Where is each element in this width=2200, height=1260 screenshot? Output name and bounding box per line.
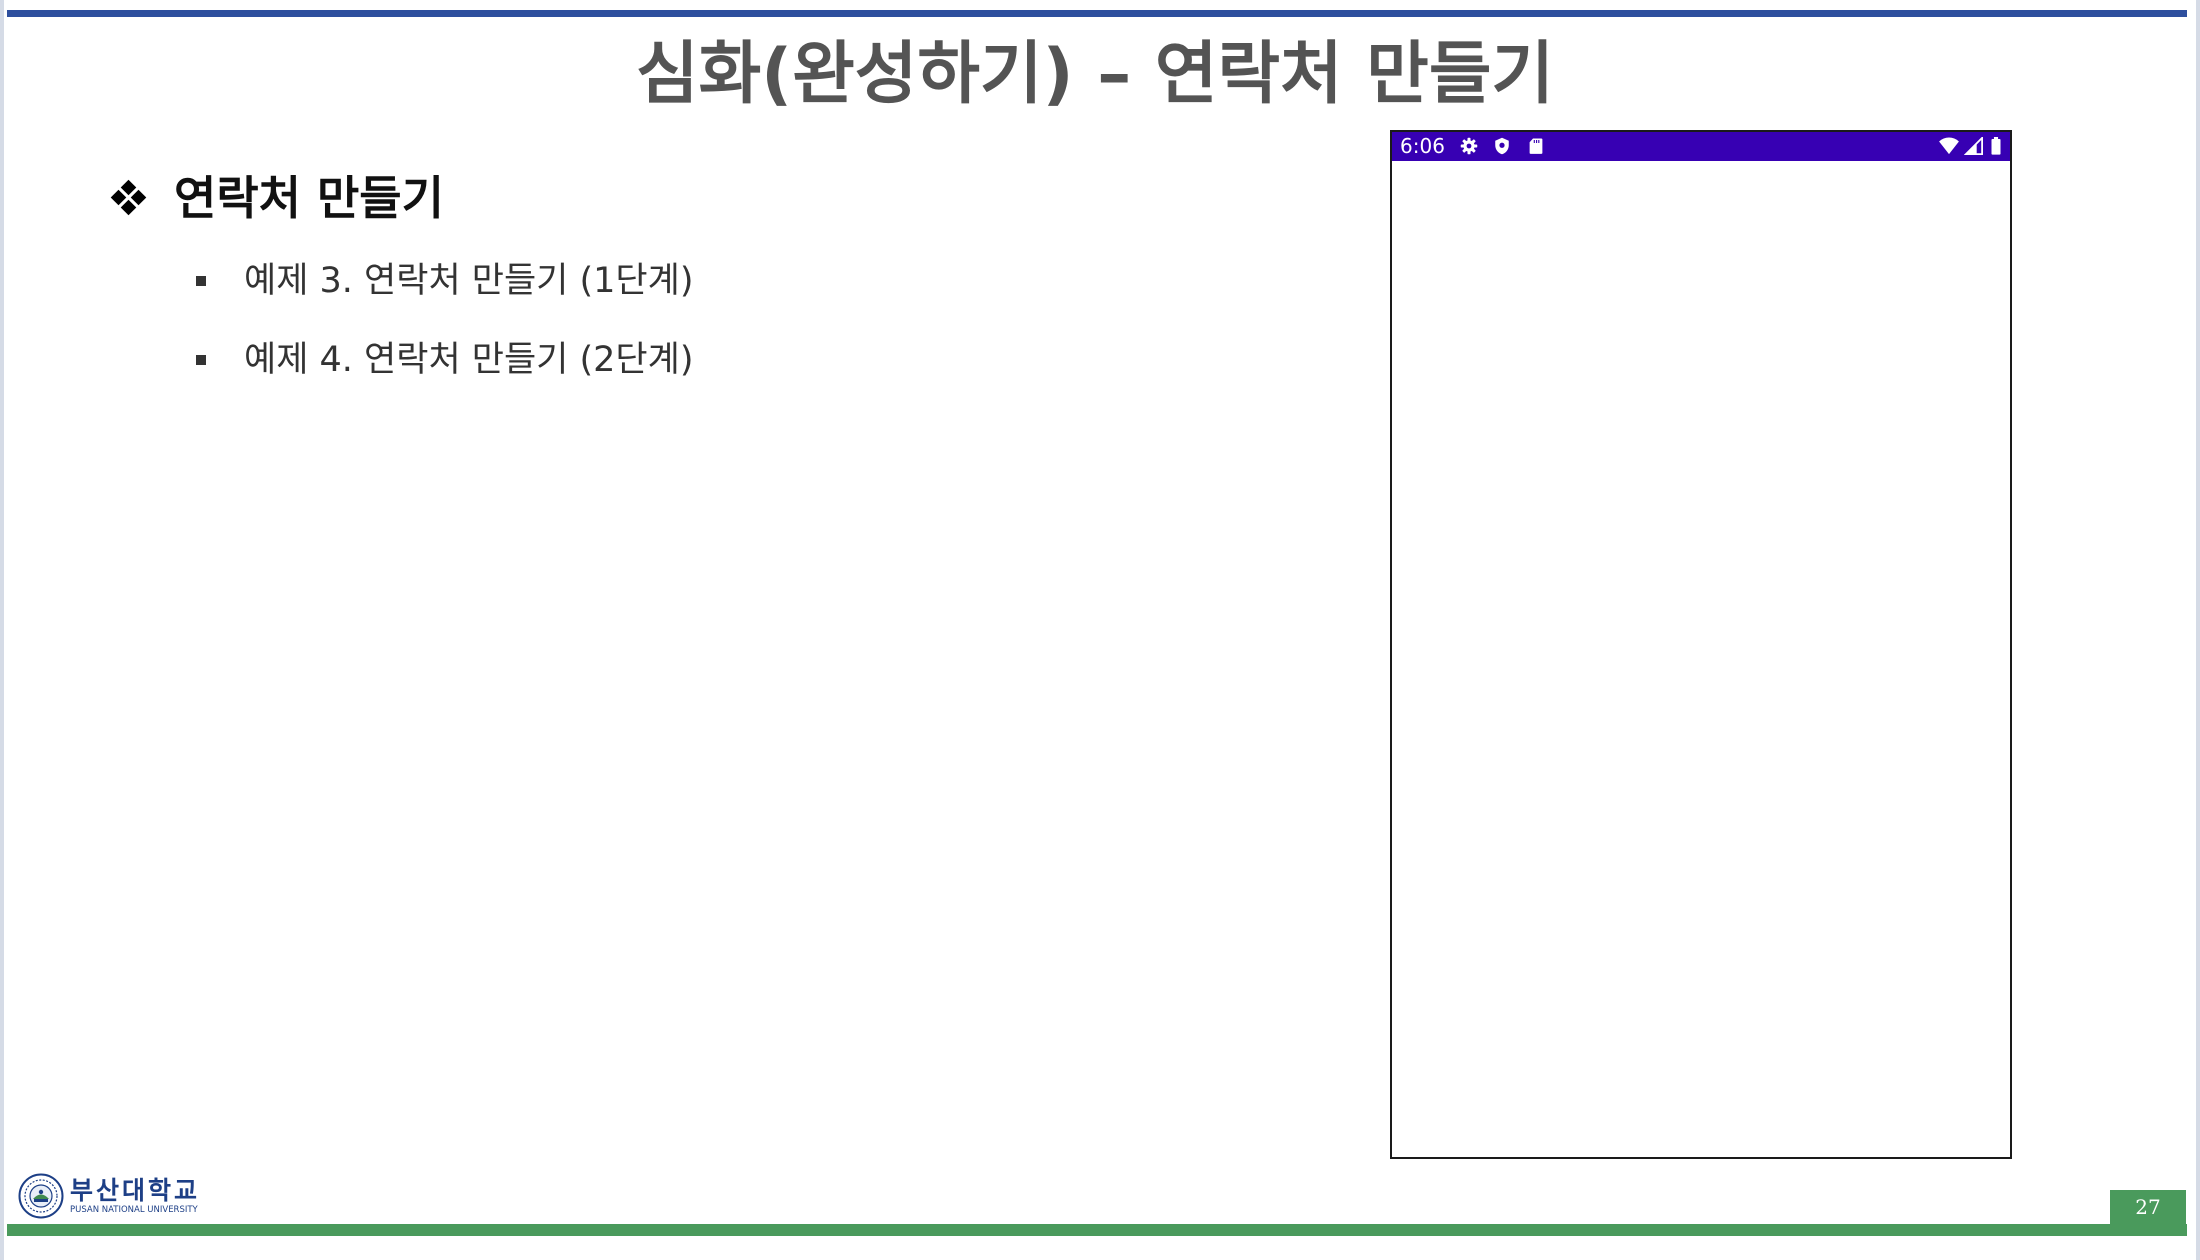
university-seal-icon xyxy=(18,1173,64,1219)
four-diamond-bullet-icon xyxy=(110,179,147,216)
list-item: 예제 3. 연락처 만들기 (1단계) xyxy=(196,250,693,312)
square-bullet-icon xyxy=(196,276,206,286)
wifi-icon xyxy=(1939,137,1959,155)
section-heading-text: 연락처 만들기 xyxy=(174,171,444,225)
top-accent-bar xyxy=(7,10,2187,17)
battery-icon xyxy=(1991,137,2001,155)
bottom-accent-bar xyxy=(7,1224,2187,1236)
square-bullet-icon xyxy=(196,355,206,365)
bullet-list: 예제 3. 연락처 만들기 (1단계) 예제 4. 연락처 만들기 (2단계) xyxy=(196,250,693,408)
page-number-badge: 27 xyxy=(2110,1190,2186,1224)
cell-signal-icon xyxy=(1964,137,1983,155)
logo-name-english: PUSAN NATIONAL UNIVERSITY xyxy=(70,1204,198,1215)
sd-card-icon xyxy=(1529,138,1543,154)
list-item: 예제 4. 연락처 만들기 (2단계) xyxy=(196,329,693,391)
list-item-text: 예제 3. 연락처 만들기 (1단계) xyxy=(244,261,694,301)
status-time: 6:06 xyxy=(1400,134,1445,158)
phone-screen-mockup: 6:06 xyxy=(1390,130,2012,1159)
shield-icon xyxy=(1495,137,1509,155)
slide-title: 심화(완성하기) – 연락처 만들기 xyxy=(636,35,1554,114)
list-item-text: 예제 4. 연락처 만들기 (2단계) xyxy=(244,340,694,380)
logo-name-korean: 부산대학교 xyxy=(70,1175,201,1205)
slide-right-border xyxy=(2196,0,2200,1260)
status-bar: 6:06 xyxy=(1392,132,2010,161)
slide-left-border xyxy=(0,0,4,1260)
university-logo: 부산대학교 PUSAN NATIONAL UNIVERSITY xyxy=(18,1173,200,1219)
section-heading: 연락처 만들기 xyxy=(110,166,444,230)
settings-gear-icon xyxy=(1460,137,1478,155)
